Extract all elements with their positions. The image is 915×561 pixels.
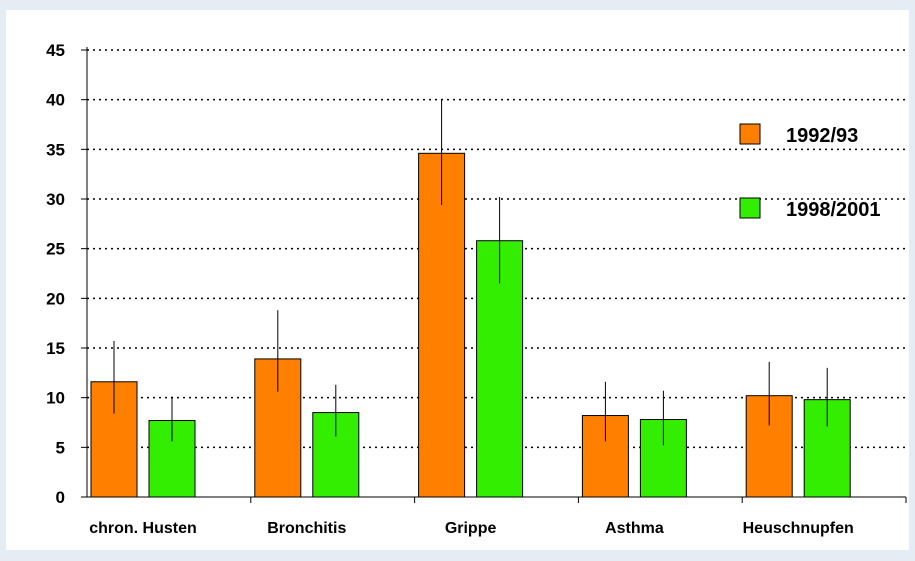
legend-label: 1992/93 (786, 125, 858, 147)
legend-label: 1998/2001 (786, 199, 881, 221)
y-tick-label: 10 (46, 389, 65, 408)
y-tick-label: 35 (46, 140, 65, 159)
legend-swatch (739, 197, 761, 219)
y-tick-label: 40 (46, 91, 65, 110)
y-tick-label: 15 (46, 339, 65, 358)
y-tick-label: 45 (46, 41, 65, 60)
legend-swatch (739, 123, 761, 145)
bar (418, 152, 466, 498)
y-tick-label: 0 (56, 488, 65, 507)
y-tick-label: 5 (56, 438, 65, 457)
x-tick-label: Asthma (605, 520, 664, 537)
y-tick-label: 30 (46, 190, 65, 209)
x-tick-label: chron. Husten (89, 520, 197, 537)
y-tick-label: 20 (46, 289, 65, 308)
x-tick-label: Heuschnupfen (743, 520, 854, 537)
y-tick-label: 25 (46, 240, 65, 259)
x-tick-label: Bronchitis (267, 520, 346, 537)
x-tick-label: Grippe (445, 520, 497, 537)
